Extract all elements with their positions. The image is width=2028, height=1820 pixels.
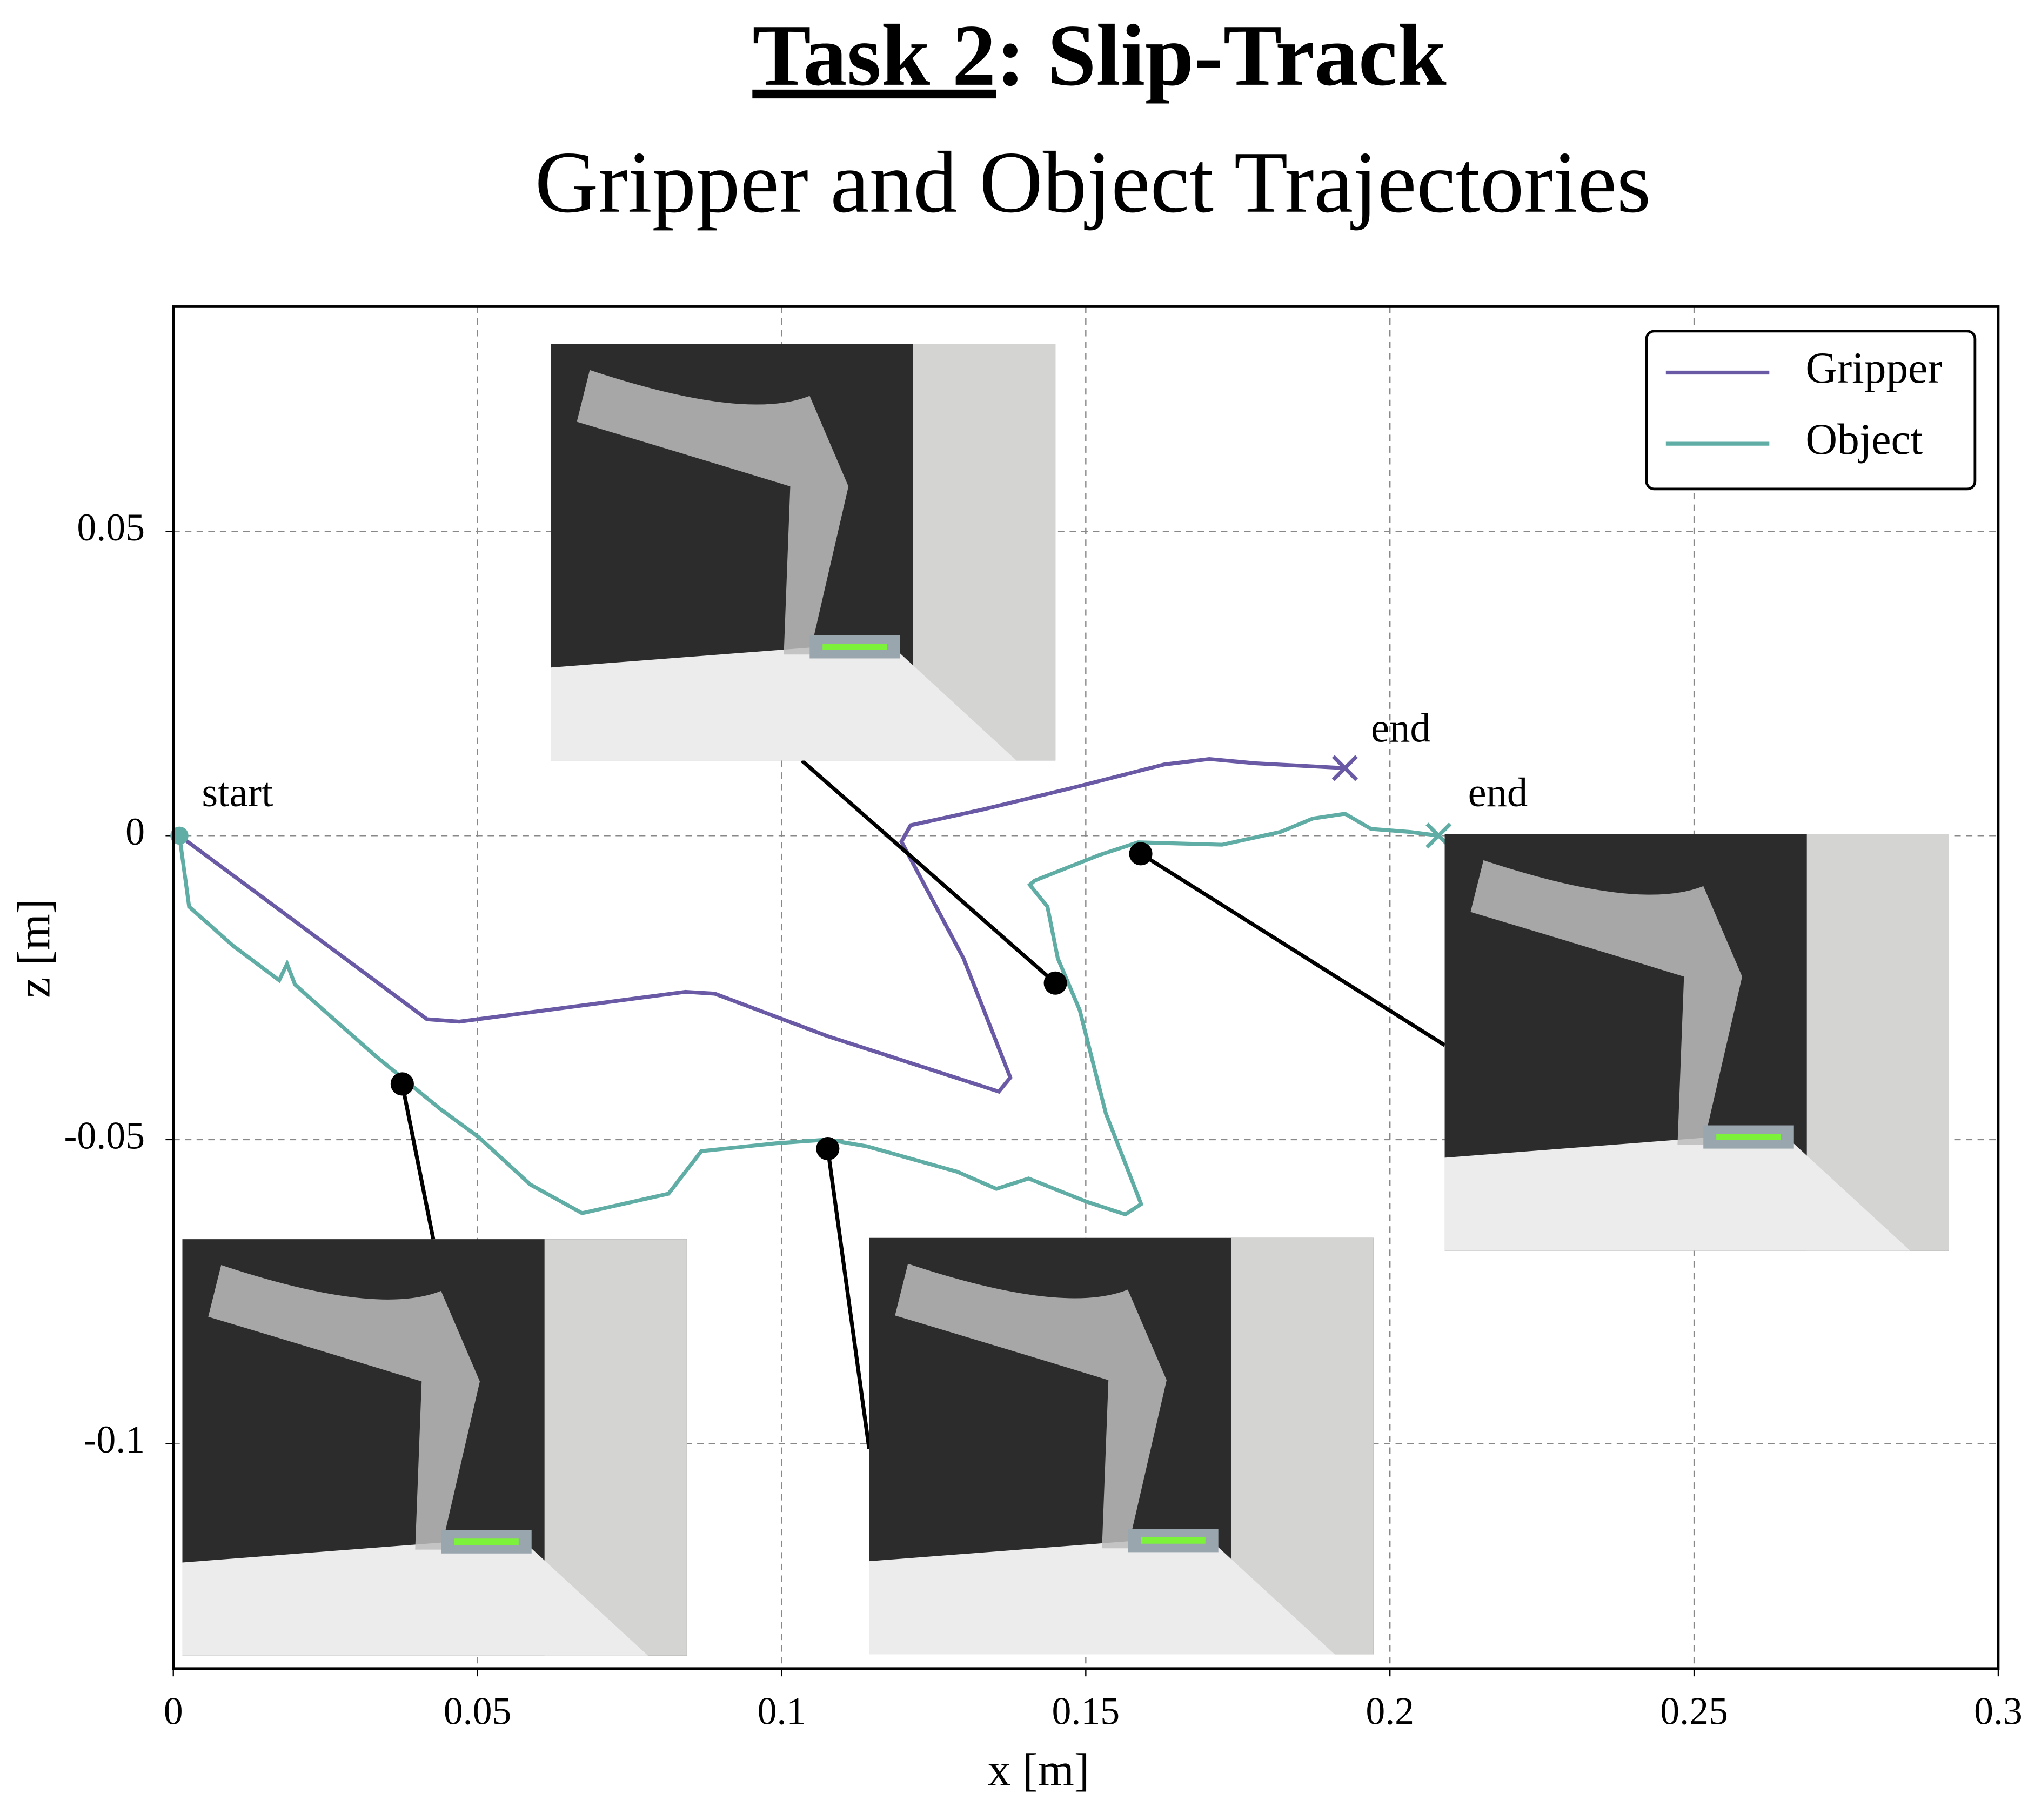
plot-frame — [172, 305, 2000, 1670]
start-marker — [170, 826, 189, 845]
y-tick-label: 0 — [125, 810, 145, 853]
photo-table — [551, 641, 1017, 761]
series-line — [177, 812, 1439, 1217]
connector-dot — [816, 1137, 840, 1161]
chart-title: Task 2: Slip-Track — [752, 7, 1447, 104]
title-part: Task 2 — [752, 7, 996, 104]
connector-dot — [390, 1072, 414, 1096]
legend-label: Gripper — [1805, 343, 1942, 392]
connector — [400, 1083, 436, 1240]
connector — [800, 759, 1057, 985]
end-marker — [1331, 755, 1358, 781]
photo-arm — [1470, 860, 1743, 1145]
annotation: start — [202, 770, 273, 815]
annotation: end — [1371, 705, 1431, 751]
photo-table — [182, 1536, 648, 1656]
connector — [1140, 852, 1446, 1047]
series-line — [178, 757, 1346, 1094]
y-tick-label: 0.05 — [77, 506, 145, 549]
x-tick-label: 0.05 — [444, 1689, 512, 1732]
legend-label: Object — [1805, 414, 1923, 464]
photo-arm — [577, 370, 849, 655]
y-axis-label: z [m] — [8, 899, 60, 998]
chart-subtitle: Gripper and Object Trajectories — [535, 134, 1651, 231]
photo-arm — [208, 1265, 480, 1550]
photo-table — [869, 1535, 1335, 1655]
x-tick-label: 0.1 — [758, 1689, 806, 1732]
x-tick-label: 0.3 — [1974, 1689, 2023, 1732]
connector-dot — [1043, 971, 1067, 995]
title-part: : Slip-Track — [996, 7, 1447, 104]
connector — [826, 1148, 871, 1449]
annotation: end — [1468, 770, 1528, 815]
x-axis-label: x [m] — [987, 1744, 1089, 1796]
photo-table — [1444, 1132, 1911, 1251]
x-tick-label: 0.25 — [1660, 1689, 1728, 1732]
connector-dot — [1129, 842, 1153, 866]
y-tick-label: -0.05 — [64, 1114, 145, 1157]
photo-arm — [895, 1263, 1167, 1549]
photo-insets — [182, 344, 1949, 1656]
legend: Gripper Object — [1645, 330, 1977, 491]
x-tick-label: 0.15 — [1052, 1689, 1120, 1732]
x-tick-label: 0.2 — [1366, 1689, 1414, 1732]
y-tick-label: -0.1 — [83, 1418, 145, 1461]
x-tick-label: 0 — [164, 1689, 183, 1732]
